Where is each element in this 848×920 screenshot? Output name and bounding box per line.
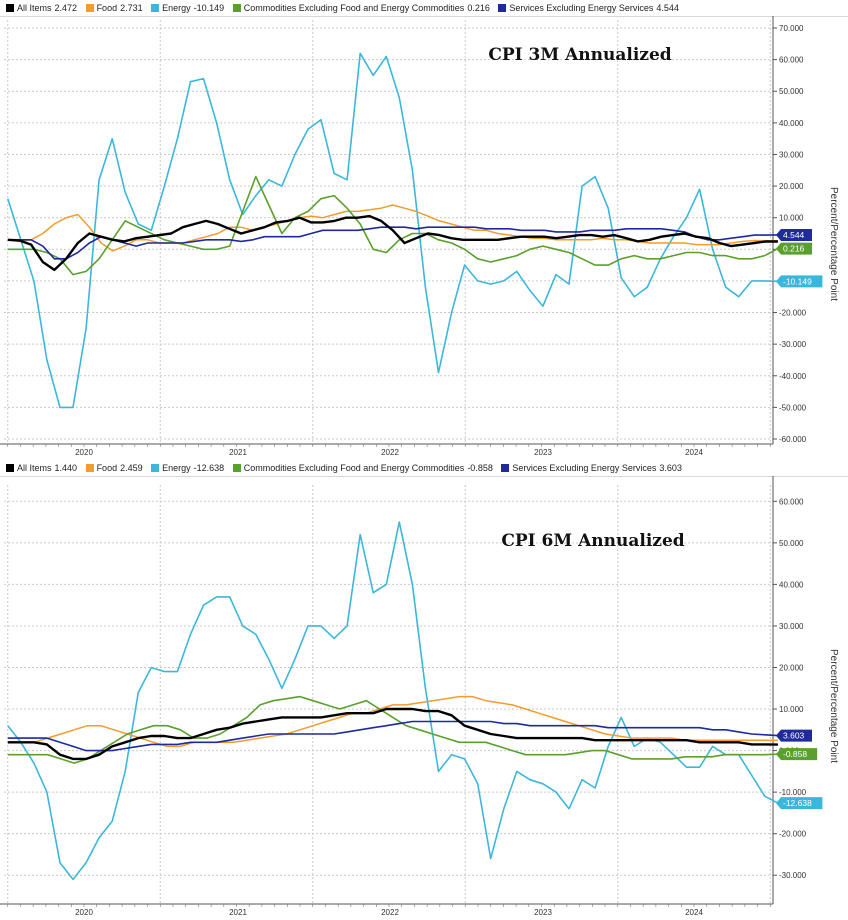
y-tick-label: -30.000 [779,871,807,880]
y-tick-label: -10.000 [779,788,807,797]
legend-item-commodities: Commodities Excluding Food and Energy Co… [232,460,493,476]
series-line-services [7,720,778,752]
value-tag-label: 3.603 [783,731,805,741]
y-tick-label: 30.000 [779,622,804,631]
series-line-food [7,695,778,748]
legend-3m: All Items 2.472 Food 2.731 Energy -10.149 C… [0,0,848,17]
legend-item-services: Services Excluding Energy Services 3.603 [501,460,682,476]
chart-title: CPI 6M Annualized [501,531,684,551]
value-tag-label: -10.149 [783,276,812,286]
legend-swatch [6,4,14,12]
y-tick-label: -50.000 [779,403,807,412]
chart-svg-6m: 60.00050.00040.00030.00020.00010.0000.00… [0,476,839,917]
legend-item-energy: Energy -10.149 [151,0,224,16]
y-tick-label: 10.000 [779,705,804,714]
y-tick-label: 60.000 [779,56,804,65]
legend-item-food: Food 2.731 [85,0,143,16]
value-tag-label: -0.858 [783,749,807,759]
legend-swatch [232,464,241,472]
x-tick-label: 2022 [381,908,399,917]
series-line-commodities [7,695,778,764]
chart-svg-3m: 70.000 60.000 50.000 40.000 30.000 20.000 10.0… [0,16,839,457]
legend-swatch [151,464,160,472]
x-tick-label: 2024 [685,448,703,457]
series-line-all-items [7,214,778,272]
legend-item-all-items: All Items 2.472 [6,0,77,16]
legend-item-all-items: All Items 1.440 [6,460,77,476]
series-line-energy [7,52,778,409]
y-tick-label: -20.000 [779,309,807,318]
y-tick-label: -20.000 [779,830,807,839]
legend-item-commodities: Commodities Excluding Food and Energy Co… [232,0,490,16]
y-tick-label: 50.000 [779,539,804,548]
value-tag-label: 4.544 [783,230,805,240]
legend-swatch [501,464,510,472]
y-tick-label: 10.000 [779,214,804,223]
legend-item-services: Services Excluding Energy Services 4.544 [498,0,679,16]
value-tag-energy [776,275,823,288]
y-tick-label: 20.000 [779,663,804,672]
chart-panel-6m: All Items 1.440 Food 2.459 Energy -12.638 C… [0,460,848,920]
legend-swatch [151,4,160,12]
y-tick-label: 40.000 [779,119,804,128]
y-tick-label: 60.000 [779,497,804,506]
series-line-energy [7,521,779,881]
x-tick-label: 2021 [229,908,247,917]
series-line-food [7,204,778,252]
legend-item-food: Food 2.459 [85,460,143,476]
series-line-services [7,226,778,260]
legend-swatch [498,4,507,12]
value-tag-energy [776,797,823,810]
legend-swatch [85,4,94,12]
y-axis-label: Percent/Percentage Point [828,187,839,301]
series-line-commodities [7,175,779,276]
series-line-all-items [7,707,778,761]
legend-swatch [232,4,241,12]
x-tick-label: 2023 [534,448,552,457]
y-tick-label: -30.000 [779,340,807,349]
legend-swatch [85,464,94,472]
y-tick-label: 70.000 [779,24,804,33]
y-tick-label: 50.000 [779,87,804,96]
y-axis-label: Percent/Percentage Point [828,649,839,763]
x-tick-label: 2023 [534,908,552,917]
legend-item-energy: Energy -12.638 [151,460,224,476]
x-tick-label: 2020 [75,448,93,457]
value-tag-label: 0.216 [783,244,805,254]
chart-title: CPI 3M Annualized [488,45,671,65]
chart-panel-3m: All Items 2.472 Food 2.731 Energy -10.149 C… [0,0,848,459]
x-tick-label: 2022 [381,448,399,457]
value-tag-commodities [776,748,818,761]
value-tag-services [776,228,812,241]
y-tick-label: 30.000 [779,150,804,159]
x-tick-label: 2021 [229,448,247,457]
y-tick-label: -40.000 [779,372,807,381]
x-tick-label: 2024 [685,908,703,917]
x-tick-label: 2020 [75,908,93,917]
legend-swatch [6,464,14,472]
y-tick-label: 40.000 [779,580,804,589]
y-tick-label: -60.000 [779,435,807,444]
value-tag-label: -12.638 [783,798,812,808]
value-tag-services [776,729,812,742]
y-tick-label: 20.000 [779,182,804,191]
legend-6m: All Items 1.440 Food 2.459 Energy -12.638 C… [0,460,848,477]
value-tag-commodities [776,242,812,255]
